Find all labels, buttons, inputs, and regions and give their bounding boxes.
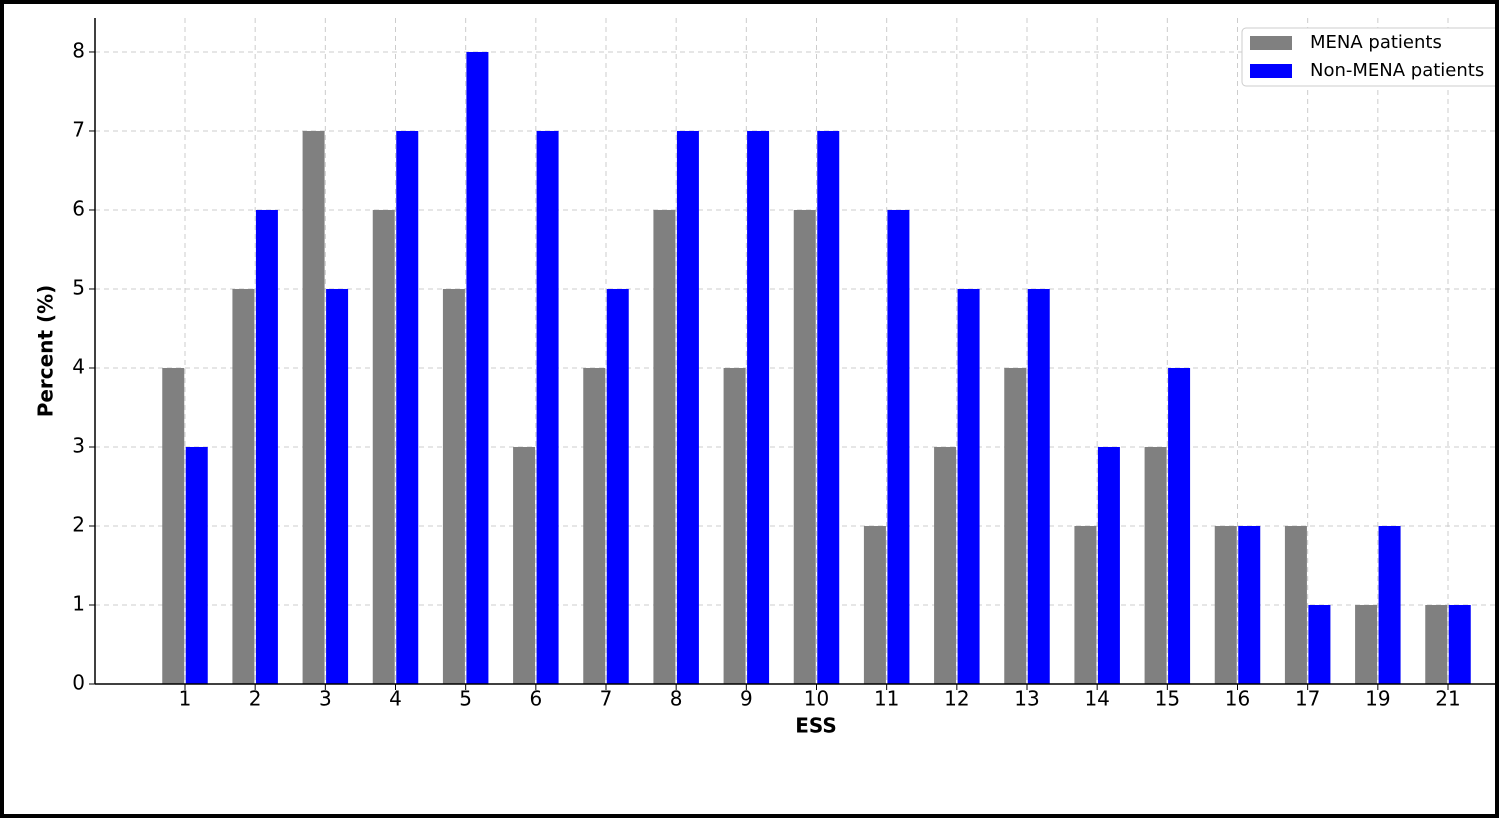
bar — [1168, 367, 1191, 684]
bar — [536, 130, 559, 684]
x-tick-label: 3 — [319, 687, 332, 711]
x-tick-label: 14 — [1084, 687, 1109, 711]
bar — [957, 288, 980, 684]
bar — [162, 367, 185, 684]
legend-label: MENA patients — [1310, 32, 1442, 53]
x-tick-label: 21 — [1435, 687, 1460, 711]
x-tick-label: 1 — [179, 687, 192, 711]
bar — [302, 130, 325, 684]
bar — [513, 446, 536, 684]
y-tick-label: 3 — [72, 433, 85, 457]
bar — [232, 288, 255, 684]
y-tick-label: 7 — [72, 117, 85, 141]
bar — [653, 209, 676, 685]
x-tick-label: 4 — [389, 687, 402, 711]
bar — [1238, 525, 1261, 684]
x-tick-label: 10 — [804, 687, 829, 711]
y-tick-label: 8 — [72, 38, 85, 62]
y-tick-label: 2 — [72, 512, 85, 536]
x-tick-label: 15 — [1155, 687, 1180, 711]
bar — [1355, 604, 1378, 684]
legend-label: Non-MENA patients — [1310, 60, 1484, 81]
x-tick-label: 12 — [944, 687, 969, 711]
bar — [372, 209, 395, 685]
bar — [1097, 446, 1120, 684]
y-tick-label: 5 — [72, 275, 85, 299]
legend-box — [1241, 27, 1495, 87]
x-tick-label: 8 — [670, 687, 683, 711]
x-tick-label: 16 — [1225, 687, 1250, 711]
bar — [1378, 525, 1401, 684]
bar — [1004, 367, 1027, 684]
x-axis-label: ESS — [795, 714, 837, 738]
x-tick-label: 2 — [249, 687, 262, 711]
bar — [934, 446, 957, 684]
x-tick-label: 9 — [740, 687, 753, 711]
x-tick-label: 7 — [600, 687, 613, 711]
x-tick-label: 5 — [459, 687, 472, 711]
bar — [1448, 604, 1471, 684]
bar — [326, 288, 349, 684]
y-axis-label: Percent (%) — [34, 285, 58, 418]
bar — [817, 130, 840, 684]
legend-swatch — [1250, 64, 1292, 78]
bar — [1425, 604, 1448, 684]
bar — [606, 288, 629, 684]
bar — [185, 446, 208, 684]
x-tick-label: 17 — [1295, 687, 1320, 711]
bar — [442, 288, 465, 684]
bar — [887, 209, 910, 685]
bar — [1284, 525, 1307, 684]
bar — [1027, 288, 1050, 684]
bar — [255, 209, 278, 685]
y-tick-label: 6 — [72, 196, 85, 220]
bar — [723, 367, 746, 684]
y-tick-label: 1 — [72, 591, 85, 615]
bar — [1144, 446, 1167, 684]
bar — [863, 525, 886, 684]
x-tick-label: 6 — [529, 687, 542, 711]
y-tick-label: 0 — [72, 671, 85, 695]
legend-swatch — [1250, 36, 1292, 50]
y-tick-label: 4 — [72, 354, 85, 378]
bar — [1214, 525, 1237, 684]
bar — [396, 130, 419, 684]
x-tick-label: 13 — [1014, 687, 1039, 711]
x-tick-label: 11 — [874, 687, 899, 711]
bar — [583, 367, 606, 684]
bar — [747, 130, 770, 684]
bar — [1308, 604, 1331, 684]
x-tick-label: 19 — [1365, 687, 1390, 711]
bar — [793, 209, 816, 685]
bar — [1074, 525, 1097, 684]
bar — [466, 51, 489, 684]
bar — [676, 130, 699, 684]
